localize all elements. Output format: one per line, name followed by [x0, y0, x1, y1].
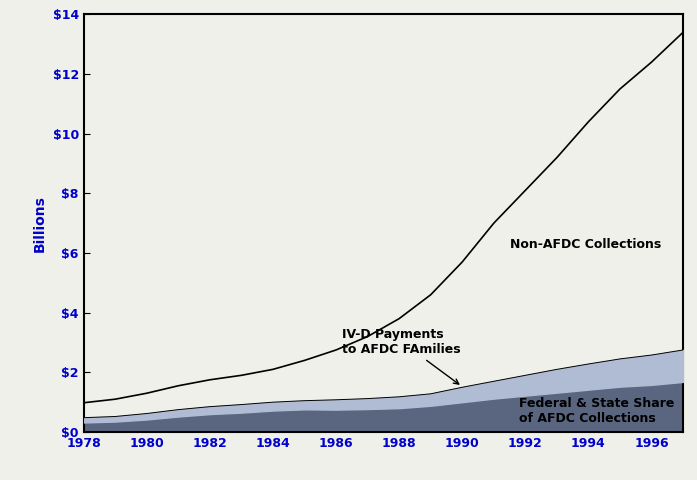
Text: Non-AFDC Collections: Non-AFDC Collections	[510, 238, 661, 251]
Text: IV-D Payments
to AFDC FAmilies: IV-D Payments to AFDC FAmilies	[342, 328, 461, 384]
Text: Federal & State Share
of AFDC Collections: Federal & State Share of AFDC Collection…	[519, 396, 675, 424]
Y-axis label: Billions: Billions	[33, 195, 47, 252]
